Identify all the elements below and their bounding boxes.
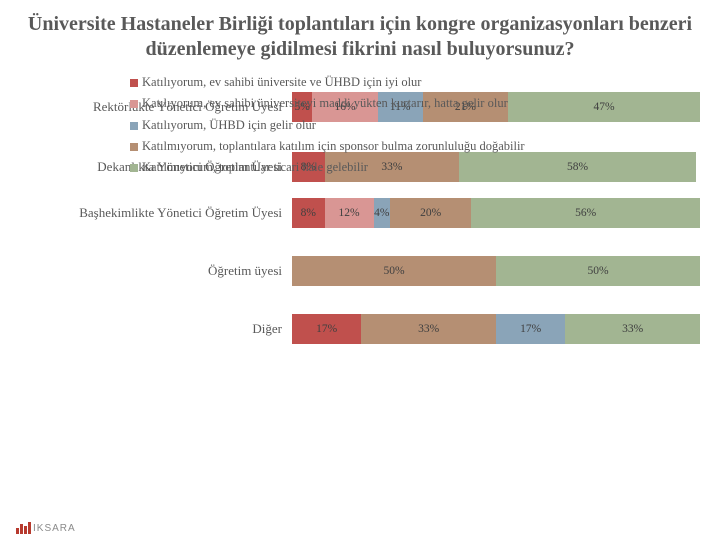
legend-label: Katılmıyorum, toplantılar ticari hale ge…: [142, 160, 368, 174]
category-label: Diğer: [20, 321, 292, 337]
legend-label: Katılıyorum, ev sahibi üniversite ve ÜHB…: [142, 75, 421, 89]
bar-segment: 20%: [390, 198, 472, 228]
category-label: Başhekimlikte Yönetici Öğretim Üyesi: [20, 205, 292, 221]
legend-item: Katılmıyorum, toplantılara katılım için …: [130, 136, 700, 157]
legend-label: Katılıyorum, ev sahibi üniversiteyi madd…: [142, 96, 508, 110]
legend-item: Katılıyorum, ev sahibi üniversite ve ÜHB…: [130, 72, 700, 93]
bar-segment: 8%: [292, 198, 325, 228]
stacked-bar: 50%50%: [292, 256, 700, 286]
legend-label: Katılıyorum, ÜHBD için gelir olur: [142, 118, 316, 132]
chart-title: Üniversite Hastaneler Birliği toplantıla…: [20, 12, 700, 62]
bar-segment: 12%: [325, 198, 374, 228]
legend-swatch: [130, 164, 138, 172]
stacked-bar: 8%12%4%20%56%: [292, 198, 700, 228]
chart-area: Başhekimlikte Yönetici Öğretim Üyesi 8%1…: [20, 196, 700, 346]
bar-row: Başhekimlikte Yönetici Öğretim Üyesi 8%1…: [20, 196, 700, 230]
legend-label: Katılmıyorum, toplantılara katılım için …: [142, 139, 525, 153]
bar-segment: 50%: [496, 256, 700, 286]
logo-text: IKSARA: [33, 523, 76, 534]
legend-swatch: [130, 122, 138, 130]
legend-item: Katılıyorum, ÜHBD için gelir olur: [130, 115, 700, 136]
legend-item: Katılmıyorum, toplantılar ticari hale ge…: [130, 157, 700, 178]
legend-swatch: [130, 79, 138, 87]
bar-segment: 17%: [496, 314, 565, 344]
bar-row: Diğer 17%33%17%33%: [20, 312, 700, 346]
logo-bars-icon: [16, 522, 31, 534]
category-label: Öğretim üyesi: [20, 263, 292, 279]
bar-row: Öğretim üyesi 50%50%: [20, 254, 700, 288]
legend-swatch: [130, 100, 138, 108]
legend-item: Katılıyorum, ev sahibi üniversiteyi madd…: [130, 93, 700, 114]
legend: Katılıyorum, ev sahibi üniversite ve ÜHB…: [130, 72, 700, 178]
footer-logo: IKSARA: [16, 522, 76, 534]
slide: Üniversite Hastaneler Birliği toplantıla…: [0, 0, 720, 540]
bar-segment: 33%: [565, 314, 700, 344]
bar-segment: 4%: [374, 198, 390, 228]
bar-segment: 50%: [292, 256, 496, 286]
stacked-bar: 17%33%17%33%: [292, 314, 700, 344]
legend-swatch: [130, 143, 138, 151]
bar-segment: 56%: [471, 198, 699, 228]
bar-segment: 33%: [361, 314, 496, 344]
bar-segment: 17%: [292, 314, 361, 344]
